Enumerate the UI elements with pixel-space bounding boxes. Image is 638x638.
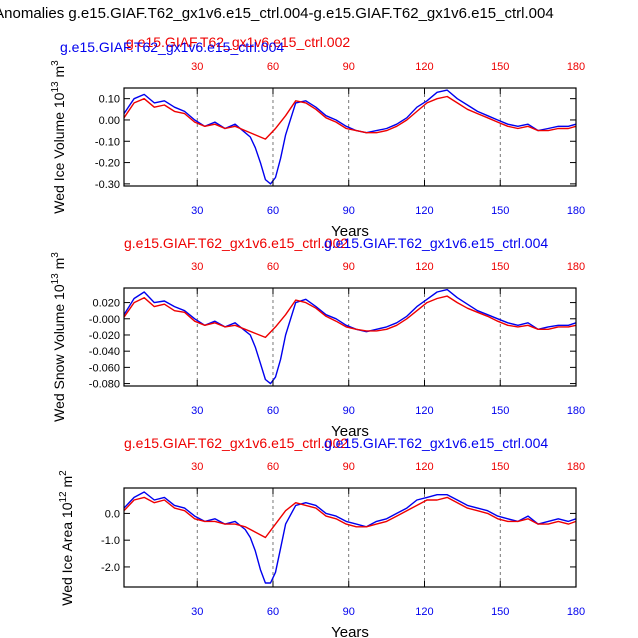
y-tick-label: -0.20 <box>95 158 120 170</box>
y-tick-label: -0.080 <box>89 379 120 391</box>
x-tick-label-bottom: 150 <box>491 606 509 618</box>
y-tick-label: 0.020 <box>92 298 120 310</box>
blue-series-label: g.e15.GIAF.T62_gx1v6.e15_ctrl.004 <box>324 435 548 451</box>
x-tick-label-bottom: 180 <box>567 205 585 217</box>
x-tick-label-top: 180 <box>567 261 585 273</box>
red-series-line <box>123 295 577 339</box>
x-tick-label-top: 30 <box>191 261 203 273</box>
y-axis-title: Wed Snow Volume 1013 m3 <box>50 252 67 422</box>
y-tick-label: 0.10 <box>99 94 120 106</box>
x-tick-label-top: 90 <box>343 461 355 473</box>
x-tick-label-top: 180 <box>567 61 585 73</box>
blue-series-label: g.e15.GIAF.T62_gx1v6.e15_ctrl.004 <box>60 39 284 55</box>
y-tick-label: 0.0 <box>105 508 120 520</box>
red-series-line <box>123 95 577 140</box>
plot-frame <box>123 287 577 387</box>
x-tick-label-bottom: 30 <box>191 606 203 618</box>
blue-series-line <box>123 89 577 185</box>
x-tick-label-bottom: 120 <box>415 606 433 618</box>
red-series-label: g.e15.GIAF.T62_gx1v6.e15_ctrl.002 <box>124 235 348 251</box>
red-series-label: g.e15.GIAF.T62_gx1v6.e15_ctrl.002 <box>126 34 350 50</box>
x-tick-label-top: 150 <box>491 261 509 273</box>
y-tick-label: -1.0 <box>101 535 120 547</box>
y-tick-label: -0.060 <box>89 362 120 374</box>
x-tick-label-bottom: 90 <box>343 405 355 417</box>
red-series-label: g.e15.GIAF.T62_gx1v6.e15_ctrl.002 <box>124 435 348 451</box>
x-tick-label-bottom: 150 <box>491 405 509 417</box>
x-tick-label-top: 150 <box>491 461 509 473</box>
x-tick-label-top: 30 <box>191 61 203 73</box>
plot-frame <box>123 87 577 187</box>
x-tick-label-bottom: 120 <box>415 205 433 217</box>
y-tick-label: 0.00 <box>99 115 120 127</box>
x-tick-label-top: 90 <box>343 261 355 273</box>
x-axis-title: Years <box>331 624 369 638</box>
x-axis-title: Years <box>331 423 369 440</box>
x-tick-label-bottom: 180 <box>567 405 585 417</box>
y-axis-title: Wed Ice Area 1012 m2 <box>58 470 75 606</box>
x-tick-label-bottom: 30 <box>191 405 203 417</box>
blue-series-label: g.e15.GIAF.T62_gx1v6.e15_ctrl.004 <box>324 235 548 251</box>
red-series-line <box>123 496 577 539</box>
y-tick-label: -0.30 <box>95 179 120 191</box>
x-tick-label-top: 120 <box>415 261 433 273</box>
y-tick-label: -2.0 <box>101 562 120 574</box>
x-tick-label-top: 120 <box>415 61 433 73</box>
x-tick-label-bottom: 90 <box>343 606 355 618</box>
x-tick-label-top: 180 <box>567 461 585 473</box>
y-tick-label: -0.020 <box>89 330 120 342</box>
x-tick-label-bottom: 30 <box>191 205 203 217</box>
x-tick-label-top: 120 <box>415 461 433 473</box>
y-tick-label: -0.000 <box>89 314 120 326</box>
x-tick-label-bottom: 120 <box>415 405 433 417</box>
x-tick-label-bottom: 60 <box>267 606 279 618</box>
x-tick-label-bottom: 150 <box>491 205 509 217</box>
blue-series-line <box>123 288 577 385</box>
x-tick-label-bottom: 60 <box>267 205 279 217</box>
x-axis-title: Years <box>331 223 369 240</box>
x-tick-label-bottom: 60 <box>267 405 279 417</box>
x-tick-label-top: 60 <box>267 461 279 473</box>
x-tick-label-top: 150 <box>491 61 509 73</box>
x-tick-label-top: 60 <box>267 61 279 73</box>
x-tick-label-top: 30 <box>191 461 203 473</box>
blue-series-line <box>123 491 577 584</box>
x-tick-label-bottom: 180 <box>567 606 585 618</box>
page-title: D Anomalies g.e15.GIAF.T62_gx1v6.e15_ctr… <box>0 5 554 22</box>
x-tick-label-top: 90 <box>343 61 355 73</box>
y-tick-label: -0.10 <box>95 136 120 148</box>
x-tick-label-bottom: 90 <box>343 205 355 217</box>
y-tick-label: -0.040 <box>89 346 120 358</box>
y-axis-title: Wed Ice Volume 1013 m3 <box>50 60 67 214</box>
plot-frame <box>123 487 577 588</box>
x-tick-label-top: 60 <box>267 261 279 273</box>
